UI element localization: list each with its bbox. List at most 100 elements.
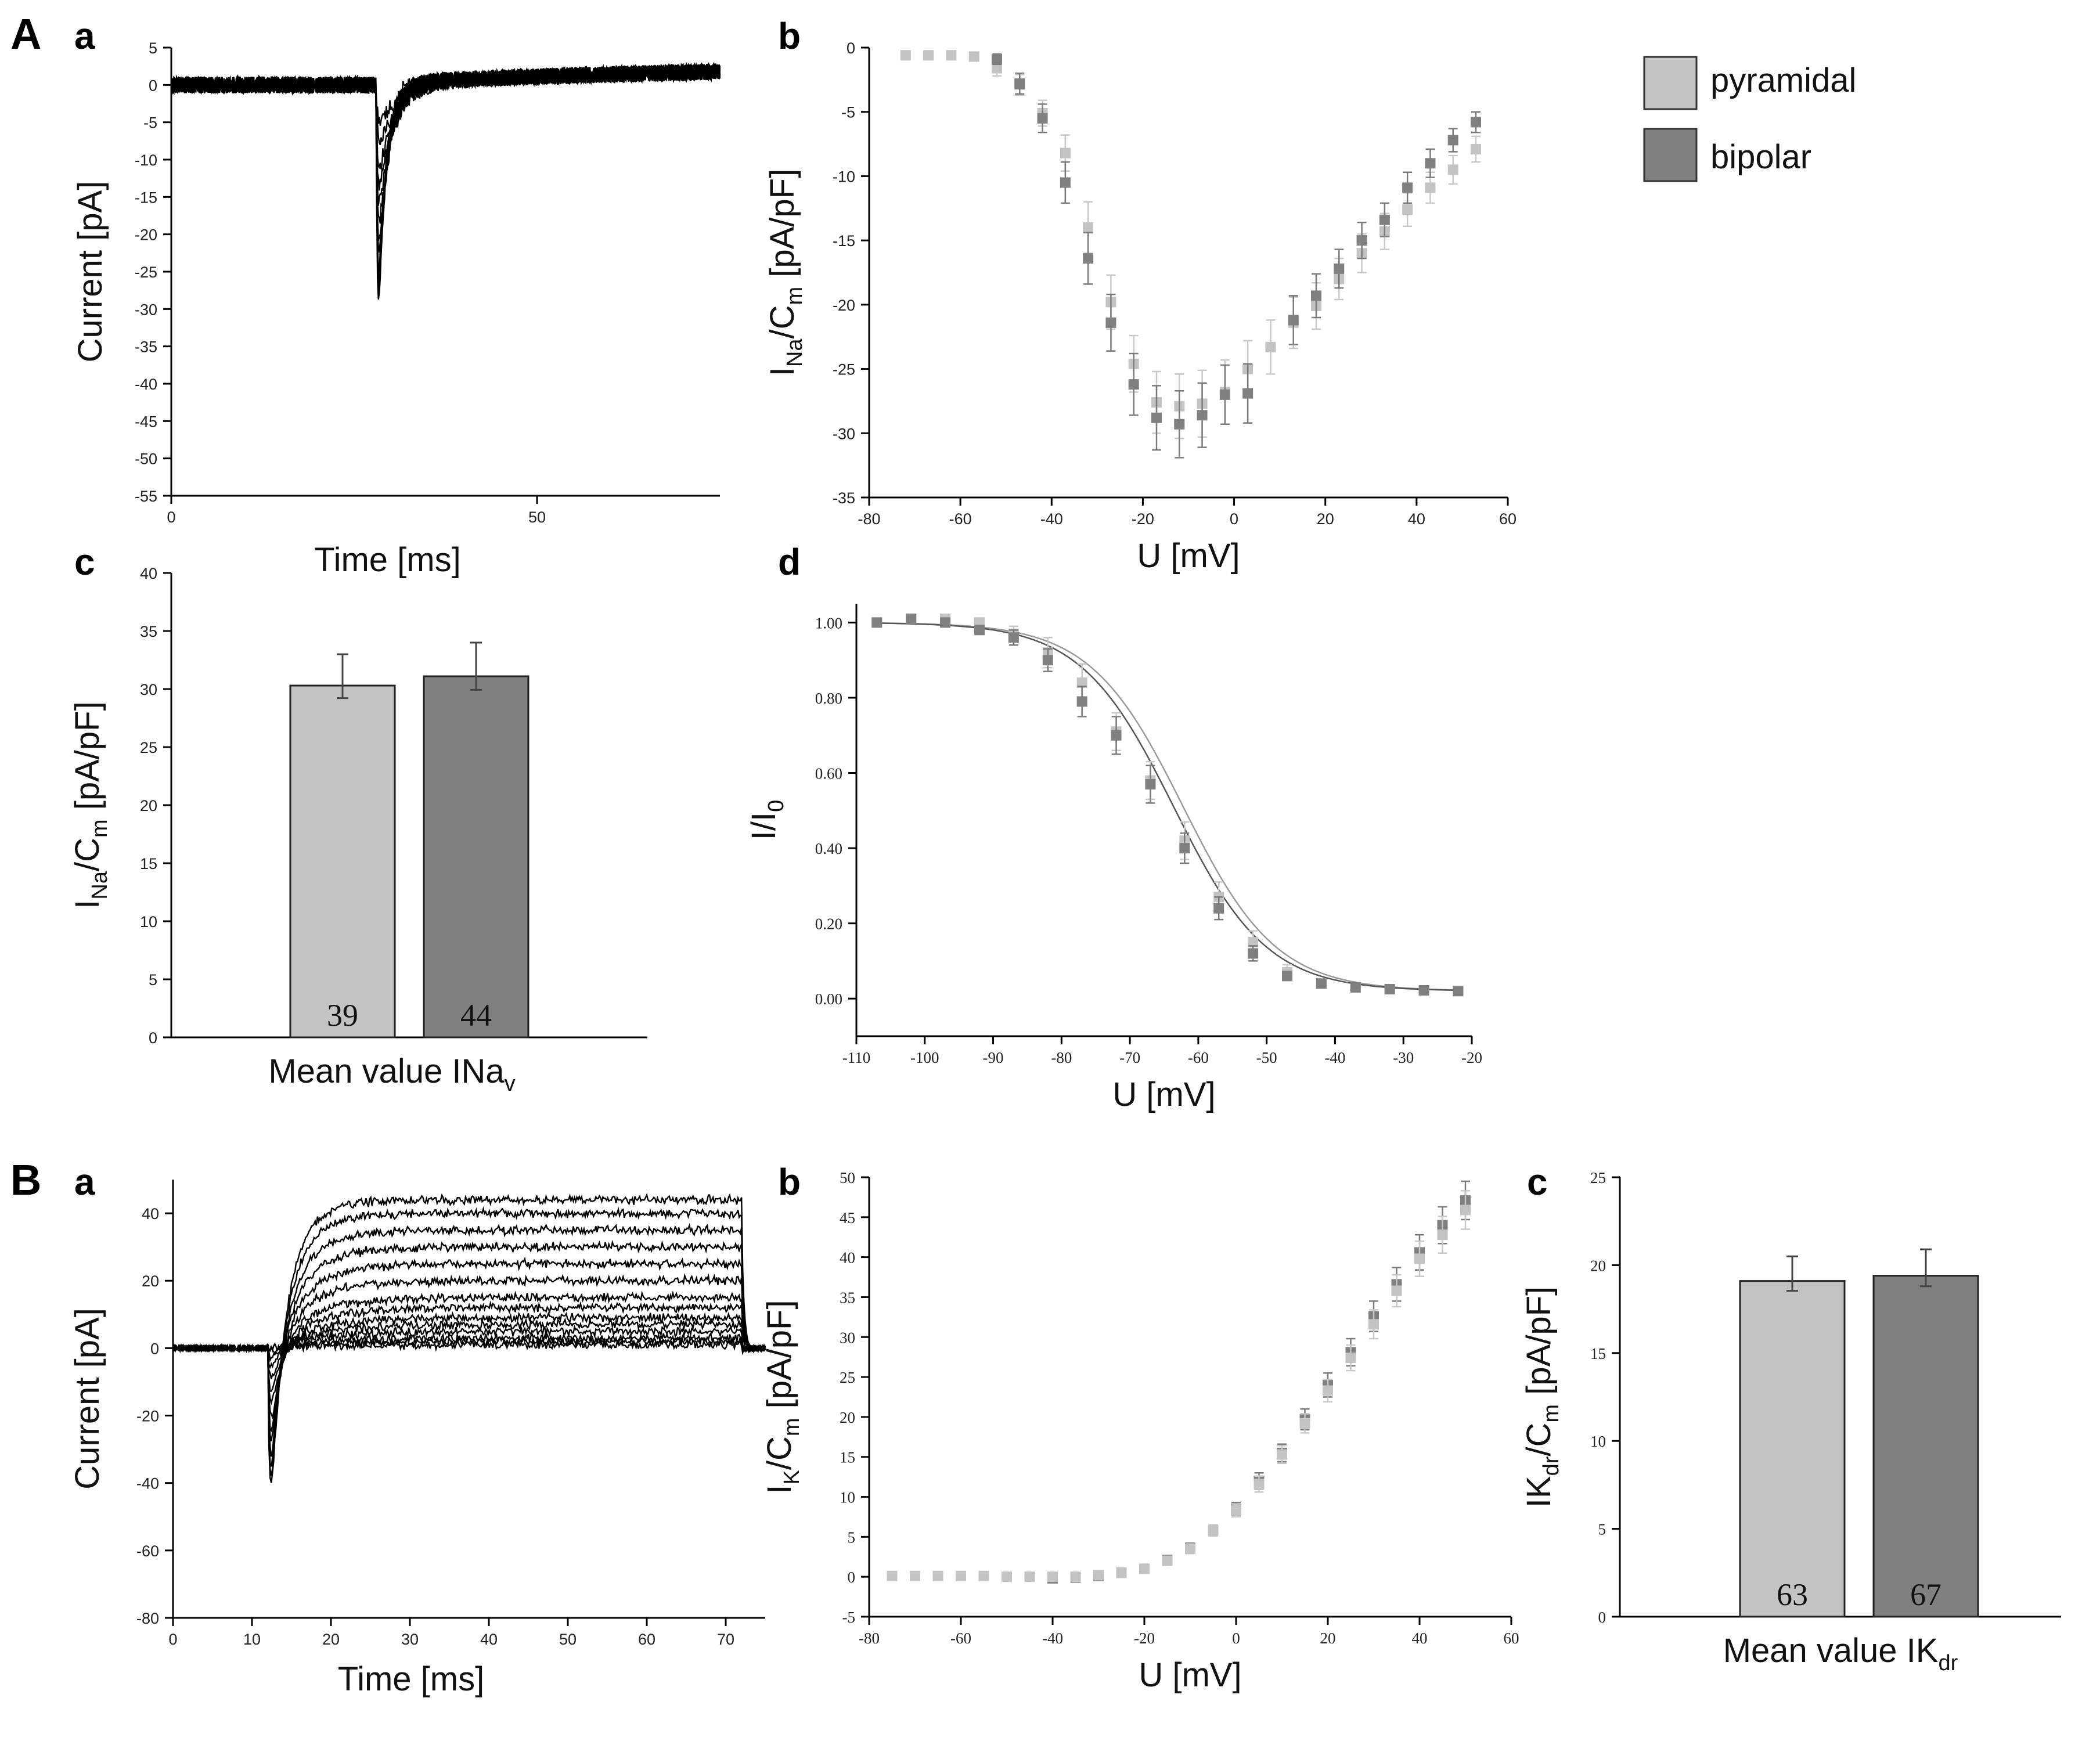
fit-curve-pyramidal — [877, 622, 1458, 991]
x-tick-label: -60 — [949, 510, 972, 528]
sub-letter-Ad: d — [778, 541, 801, 583]
sub-letter-Aa: a — [74, 15, 95, 57]
y-tick-label: -60 — [136, 1542, 159, 1560]
data-point-pyramidal — [1083, 222, 1094, 233]
y-tick-label: -50 — [135, 450, 157, 468]
data-point-pyramidal — [887, 1570, 898, 1581]
data-point-bipolar — [1248, 948, 1259, 959]
chart-Aa-sodium-current-traces: 50-5-10-15-20-25-30-35-40-45-50-550 50Tim… — [71, 39, 721, 579]
y-tick-label: 20 — [840, 1409, 855, 1426]
y-tick-label: 10 — [140, 913, 157, 931]
y-tick-label: -30 — [135, 301, 157, 318]
current-trace — [172, 1337, 766, 1356]
y-axis-label-part: /C — [761, 1436, 798, 1470]
data-point-pyramidal — [1231, 1505, 1241, 1516]
chart-Bb-potassium-iv-curve: -5 0 5 10 15 20 25 30 35 40 45 50 -80 -60 -40 -20 0 20 40 6… — [761, 1169, 1519, 1694]
y-tick-label: 1.00 — [815, 614, 842, 632]
data-point-pyramidal — [923, 50, 934, 61]
y-axis-label-part: [pA/pF] — [69, 701, 106, 819]
current-trace — [172, 1239, 766, 1457]
x-axis-label: U [mV] — [1137, 537, 1240, 575]
current-trace — [172, 1206, 766, 1476]
x-tick-label: -60 — [1188, 1049, 1209, 1066]
y-axis-label-part: [pA/pF] — [1520, 1286, 1558, 1404]
data-point-pyramidal — [1323, 1385, 1333, 1396]
sub-letter-Ba: a — [74, 1161, 95, 1203]
y-tick-label: 45 — [840, 1209, 855, 1227]
x-axis-label-part: U [mV] — [1137, 537, 1240, 575]
y-tick-label: -35 — [135, 338, 157, 356]
current-trace — [172, 1317, 766, 1379]
x-tick-label: -80 — [859, 1629, 880, 1647]
x-axis-label: Mean value IKdr — [1723, 1632, 1958, 1675]
y-tick-label: 5 — [1598, 1521, 1606, 1538]
data-point-bipolar — [1042, 655, 1053, 666]
y-tick-label: -20 — [833, 297, 855, 314]
data-point-bipolar — [940, 617, 951, 628]
x-tick-label: 20 — [1320, 1629, 1336, 1647]
y-tick-label: 5 — [149, 39, 157, 57]
data-point-pyramidal — [1047, 1571, 1058, 1582]
data-point-pyramidal — [1162, 1555, 1173, 1566]
data-point-pyramidal — [1265, 341, 1276, 352]
data-point-bipolar — [1111, 730, 1122, 741]
y-tick-label: -80 — [136, 1610, 159, 1627]
data-point-pyramidal — [1437, 1230, 1448, 1241]
y-tick-label: 50 — [840, 1169, 855, 1187]
data-point-bipolar — [1379, 214, 1390, 225]
x-tick-label: 60 — [638, 1631, 655, 1648]
x-tick-label: 50 — [559, 1631, 577, 1648]
data-point-bipolar — [1453, 986, 1464, 997]
y-axis-label-subscript: m — [1539, 1404, 1564, 1423]
sub-letter-Ac: c — [74, 541, 95, 583]
y-tick-label: -30 — [833, 425, 855, 442]
x-tick-label: 30 — [401, 1631, 419, 1648]
data-point-bipolar — [1145, 778, 1156, 789]
data-point-bipolar — [1402, 182, 1413, 193]
x-tick-label: -20 — [1461, 1049, 1482, 1066]
data-point-pyramidal — [1425, 182, 1436, 193]
x-axis-label-part: U [mV] — [1112, 1076, 1215, 1113]
y-tick-label: 40 — [840, 1249, 855, 1267]
current-trace — [170, 63, 721, 126]
y-tick-label: 35 — [840, 1289, 855, 1306]
y-axis-label-part: I — [763, 367, 801, 376]
chart-Ac-sodium-density-bars: 0 5 10 15 20 25 30 35 40 39 44 Mean value INav INa/C… — [69, 565, 647, 1096]
y-tick-label: 30 — [140, 681, 157, 698]
data-point-pyramidal — [1391, 1285, 1402, 1296]
current-trace — [173, 1272, 766, 1433]
data-point-bipolar — [1151, 412, 1162, 423]
y-tick-label: 35 — [140, 623, 157, 640]
y-axis-label-subscript: Na — [783, 338, 807, 367]
y-tick-label: -25 — [833, 361, 855, 378]
data-point-bipolar — [1384, 984, 1395, 995]
y-tick-label: -25 — [135, 264, 157, 281]
y-tick-label: -55 — [135, 488, 157, 505]
current-trace — [172, 1300, 766, 1405]
y-tick-label: 0 — [149, 77, 157, 94]
y-tick-label: 25 — [1590, 1169, 1606, 1187]
current-trace — [170, 63, 721, 253]
x-axis-label: Time [ms] — [314, 541, 460, 579]
y-tick-label: 20 — [140, 797, 157, 814]
current-trace — [170, 63, 721, 300]
data-point-bipolar — [1311, 290, 1321, 301]
data-point-pyramidal — [1024, 1571, 1035, 1582]
bar-n-label: 39 — [327, 998, 358, 1033]
sub-letter-Bc: c — [1527, 1161, 1548, 1203]
y-axis-label-subscript: 0 — [764, 800, 788, 812]
y-axis-label-part: /C — [1520, 1423, 1558, 1456]
data-point-pyramidal — [1368, 1319, 1379, 1330]
data-point-pyramidal — [946, 50, 957, 61]
y-tick-label: -40 — [136, 1475, 159, 1492]
data-point-pyramidal — [1139, 1563, 1150, 1574]
y-axis-label: I/I0 — [745, 800, 788, 840]
y-tick-label: 0 — [848, 1569, 856, 1586]
data-point-pyramidal — [1460, 1205, 1471, 1216]
panel-letter-B: B — [10, 1156, 41, 1204]
data-point-pyramidal — [1248, 937, 1259, 948]
x-tick-label: -100 — [910, 1049, 939, 1066]
x-tick-label: -40 — [1324, 1049, 1345, 1066]
y-tick-label: -15 — [135, 189, 157, 206]
data-point-bipolar — [1174, 419, 1185, 430]
